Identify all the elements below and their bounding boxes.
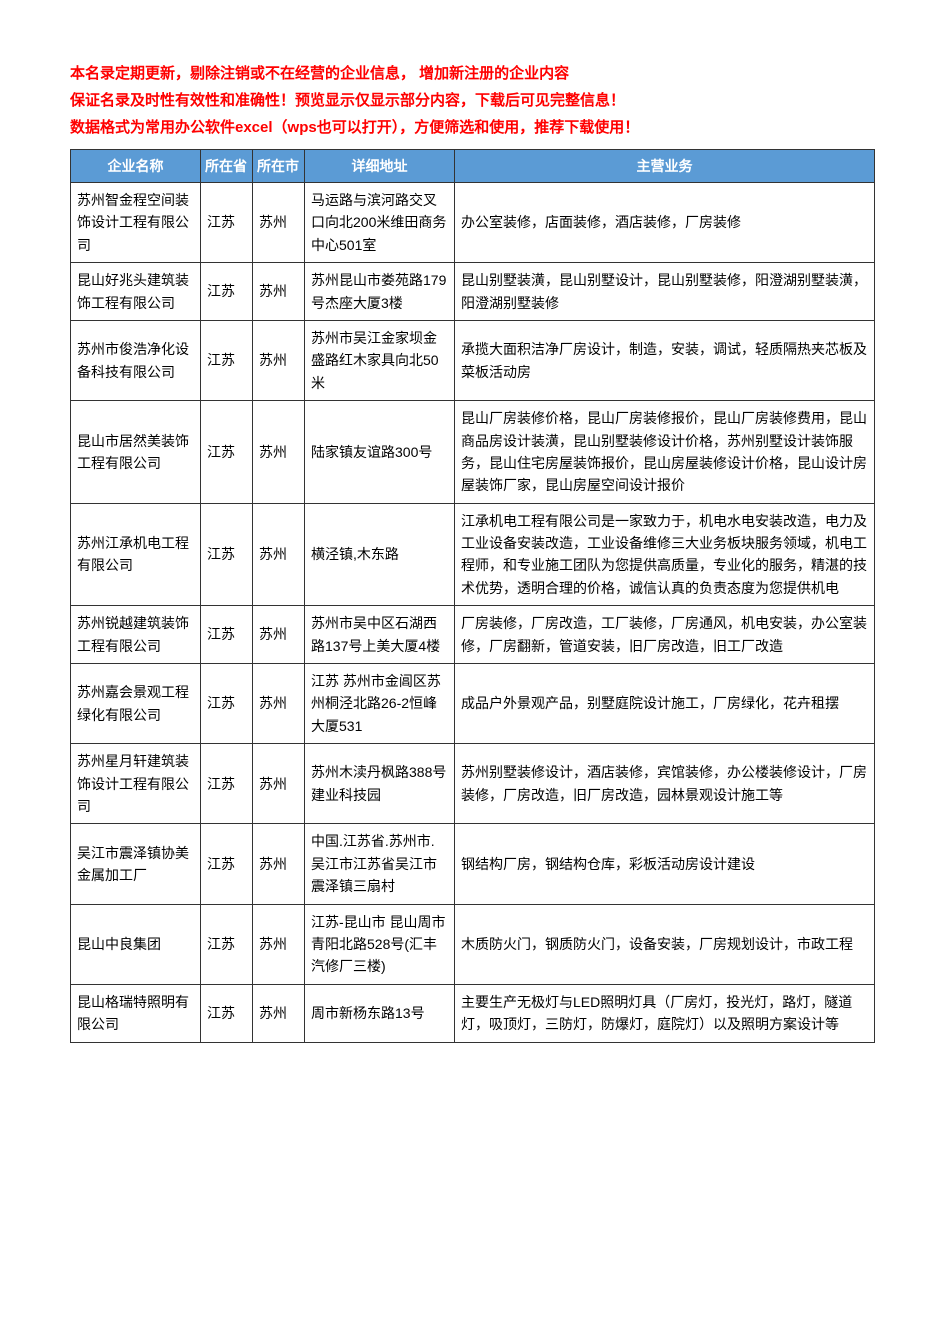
cell-province: 江苏	[201, 744, 253, 824]
cell-city: 苏州	[253, 664, 305, 744]
cell-city: 苏州	[253, 606, 305, 664]
col-header-business: 主营业务	[455, 150, 875, 183]
table-row: 昆山好兆头建筑装饰工程有限公司江苏苏州苏州昆山市娄苑路179号杰座大厦3楼昆山别…	[71, 263, 875, 321]
cell-province: 江苏	[201, 320, 253, 400]
col-header-address: 详细地址	[305, 150, 455, 183]
col-header-city: 所在市	[253, 150, 305, 183]
cell-province: 江苏	[201, 904, 253, 984]
notice-line: 数据格式为常用办公软件excel（wps也可以打开），方便筛选和使用，推荐下载使…	[70, 114, 875, 141]
table-row: 苏州锐越建筑装饰工程有限公司江苏苏州苏州市吴中区石湖西路137号上美大厦4楼厂房…	[71, 606, 875, 664]
cell-address: 马运路与滨河路交叉口向北200米维田商务中心501室	[305, 183, 455, 263]
cell-business: 苏州别墅装修设计，酒店装修，宾馆装修，办公楼装修设计，厂房装修，厂房改造，旧厂房…	[455, 744, 875, 824]
cell-city: 苏州	[253, 503, 305, 606]
cell-business: 主要生产无极灯与LED照明灯具（厂房灯，投光灯，路灯，隧道灯，吸顶灯，三防灯，防…	[455, 984, 875, 1042]
cell-province: 江苏	[201, 606, 253, 664]
cell-business: 木质防火门，钢质防火门，设备安装，厂房规划设计，市政工程	[455, 904, 875, 984]
col-header-province: 所在省	[201, 150, 253, 183]
cell-business: 成品户外景观产品，别墅庭院设计施工，厂房绿化，花卉租摆	[455, 664, 875, 744]
cell-name: 昆山中良集团	[71, 904, 201, 984]
cell-province: 江苏	[201, 984, 253, 1042]
cell-business: 厂房装修，厂房改造，工厂装修，厂房通风，机电安装，办公室装修，厂房翻新，管道安装…	[455, 606, 875, 664]
cell-city: 苏州	[253, 744, 305, 824]
cell-address: 中国.江苏省.苏州市.吴江市江苏省吴江市震泽镇三扇村	[305, 824, 455, 904]
table-body: 苏州智金程空间装饰设计工程有限公司江苏苏州马运路与滨河路交叉口向北200米维田商…	[71, 183, 875, 1043]
cell-name: 吴江市震泽镇协美金属加工厂	[71, 824, 201, 904]
cell-province: 江苏	[201, 824, 253, 904]
cell-city: 苏州	[253, 401, 305, 504]
cell-province: 江苏	[201, 183, 253, 263]
table-row: 吴江市震泽镇协美金属加工厂江苏苏州中国.江苏省.苏州市.吴江市江苏省吴江市震泽镇…	[71, 824, 875, 904]
company-table: 企业名称 所在省 所在市 详细地址 主营业务 苏州智金程空间装饰设计工程有限公司…	[70, 149, 875, 1043]
cell-name: 苏州星月轩建筑装饰设计工程有限公司	[71, 744, 201, 824]
cell-business: 江承机电工程有限公司是一家致力于，机电水电安装改造，电力及工业设备安装改造，工业…	[455, 503, 875, 606]
table-row: 苏州星月轩建筑装饰设计工程有限公司江苏苏州苏州木渎丹枫路388号建业科技园苏州别…	[71, 744, 875, 824]
table-row: 苏州智金程空间装饰设计工程有限公司江苏苏州马运路与滨河路交叉口向北200米维田商…	[71, 183, 875, 263]
cell-business: 办公室装修，店面装修，酒店装修，厂房装修	[455, 183, 875, 263]
cell-address: 江苏-昆山市 昆山周市青阳北路528号(汇丰汽修厂三楼)	[305, 904, 455, 984]
notice-line: 保证名录及时性有效性和准确性！预览显示仅显示部分内容，下载后可见完整信息！	[70, 87, 875, 114]
cell-address: 横泾镇,木东路	[305, 503, 455, 606]
cell-city: 苏州	[253, 984, 305, 1042]
cell-address: 苏州市吴中区石湖西路137号上美大厦4楼	[305, 606, 455, 664]
cell-business: 钢结构厂房，钢结构仓库，彩板活动房设计建设	[455, 824, 875, 904]
table-row: 昆山格瑞特照明有限公司江苏苏州周市新杨东路13号主要生产无极灯与LED照明灯具（…	[71, 984, 875, 1042]
cell-name: 苏州嘉会景观工程绿化有限公司	[71, 664, 201, 744]
table-row: 昆山中良集团江苏苏州江苏-昆山市 昆山周市青阳北路528号(汇丰汽修厂三楼)木质…	[71, 904, 875, 984]
cell-address: 周市新杨东路13号	[305, 984, 455, 1042]
cell-province: 江苏	[201, 503, 253, 606]
cell-business: 昆山厂房装修价格，昆山厂房装修报价，昆山厂房装修费用，昆山商品房设计装潢，昆山别…	[455, 401, 875, 504]
cell-city: 苏州	[253, 824, 305, 904]
table-row: 昆山市居然美装饰工程有限公司江苏苏州陆家镇友谊路300号昆山厂房装修价格，昆山厂…	[71, 401, 875, 504]
cell-name: 昆山市居然美装饰工程有限公司	[71, 401, 201, 504]
col-header-name: 企业名称	[71, 150, 201, 183]
cell-name: 苏州智金程空间装饰设计工程有限公司	[71, 183, 201, 263]
cell-address: 陆家镇友谊路300号	[305, 401, 455, 504]
cell-city: 苏州	[253, 263, 305, 321]
cell-province: 江苏	[201, 263, 253, 321]
table-row: 苏州江承机电工程有限公司江苏苏州横泾镇,木东路江承机电工程有限公司是一家致力于，…	[71, 503, 875, 606]
notice-line: 本名录定期更新，剔除注销或不在经营的企业信息， 增加新注册的企业内容	[70, 60, 875, 87]
cell-address: 苏州市吴江金家坝金盛路红木家具向北50米	[305, 320, 455, 400]
table-row: 苏州嘉会景观工程绿化有限公司江苏苏州江苏 苏州市金阊区苏州桐泾北路26-2恒峰大…	[71, 664, 875, 744]
cell-name: 昆山格瑞特照明有限公司	[71, 984, 201, 1042]
cell-province: 江苏	[201, 401, 253, 504]
cell-business: 承揽大面积洁净厂房设计，制造，安装，调试，轻质隔热夹芯板及菜板活动房	[455, 320, 875, 400]
cell-province: 江苏	[201, 664, 253, 744]
cell-city: 苏州	[253, 183, 305, 263]
cell-address: 苏州昆山市娄苑路179号杰座大厦3楼	[305, 263, 455, 321]
cell-city: 苏州	[253, 320, 305, 400]
cell-business: 昆山别墅装潢，昆山别墅设计，昆山别墅装修，阳澄湖别墅装潢，阳澄湖别墅装修	[455, 263, 875, 321]
cell-city: 苏州	[253, 904, 305, 984]
table-header-row: 企业名称 所在省 所在市 详细地址 主营业务	[71, 150, 875, 183]
cell-name: 苏州江承机电工程有限公司	[71, 503, 201, 606]
cell-name: 苏州市俊浩净化设备科技有限公司	[71, 320, 201, 400]
cell-name: 昆山好兆头建筑装饰工程有限公司	[71, 263, 201, 321]
cell-address: 苏州木渎丹枫路388号建业科技园	[305, 744, 455, 824]
table-row: 苏州市俊浩净化设备科技有限公司江苏苏州苏州市吴江金家坝金盛路红木家具向北50米承…	[71, 320, 875, 400]
cell-name: 苏州锐越建筑装饰工程有限公司	[71, 606, 201, 664]
cell-address: 江苏 苏州市金阊区苏州桐泾北路26-2恒峰大厦531	[305, 664, 455, 744]
notice-block: 本名录定期更新，剔除注销或不在经营的企业信息， 增加新注册的企业内容 保证名录及…	[70, 60, 875, 141]
